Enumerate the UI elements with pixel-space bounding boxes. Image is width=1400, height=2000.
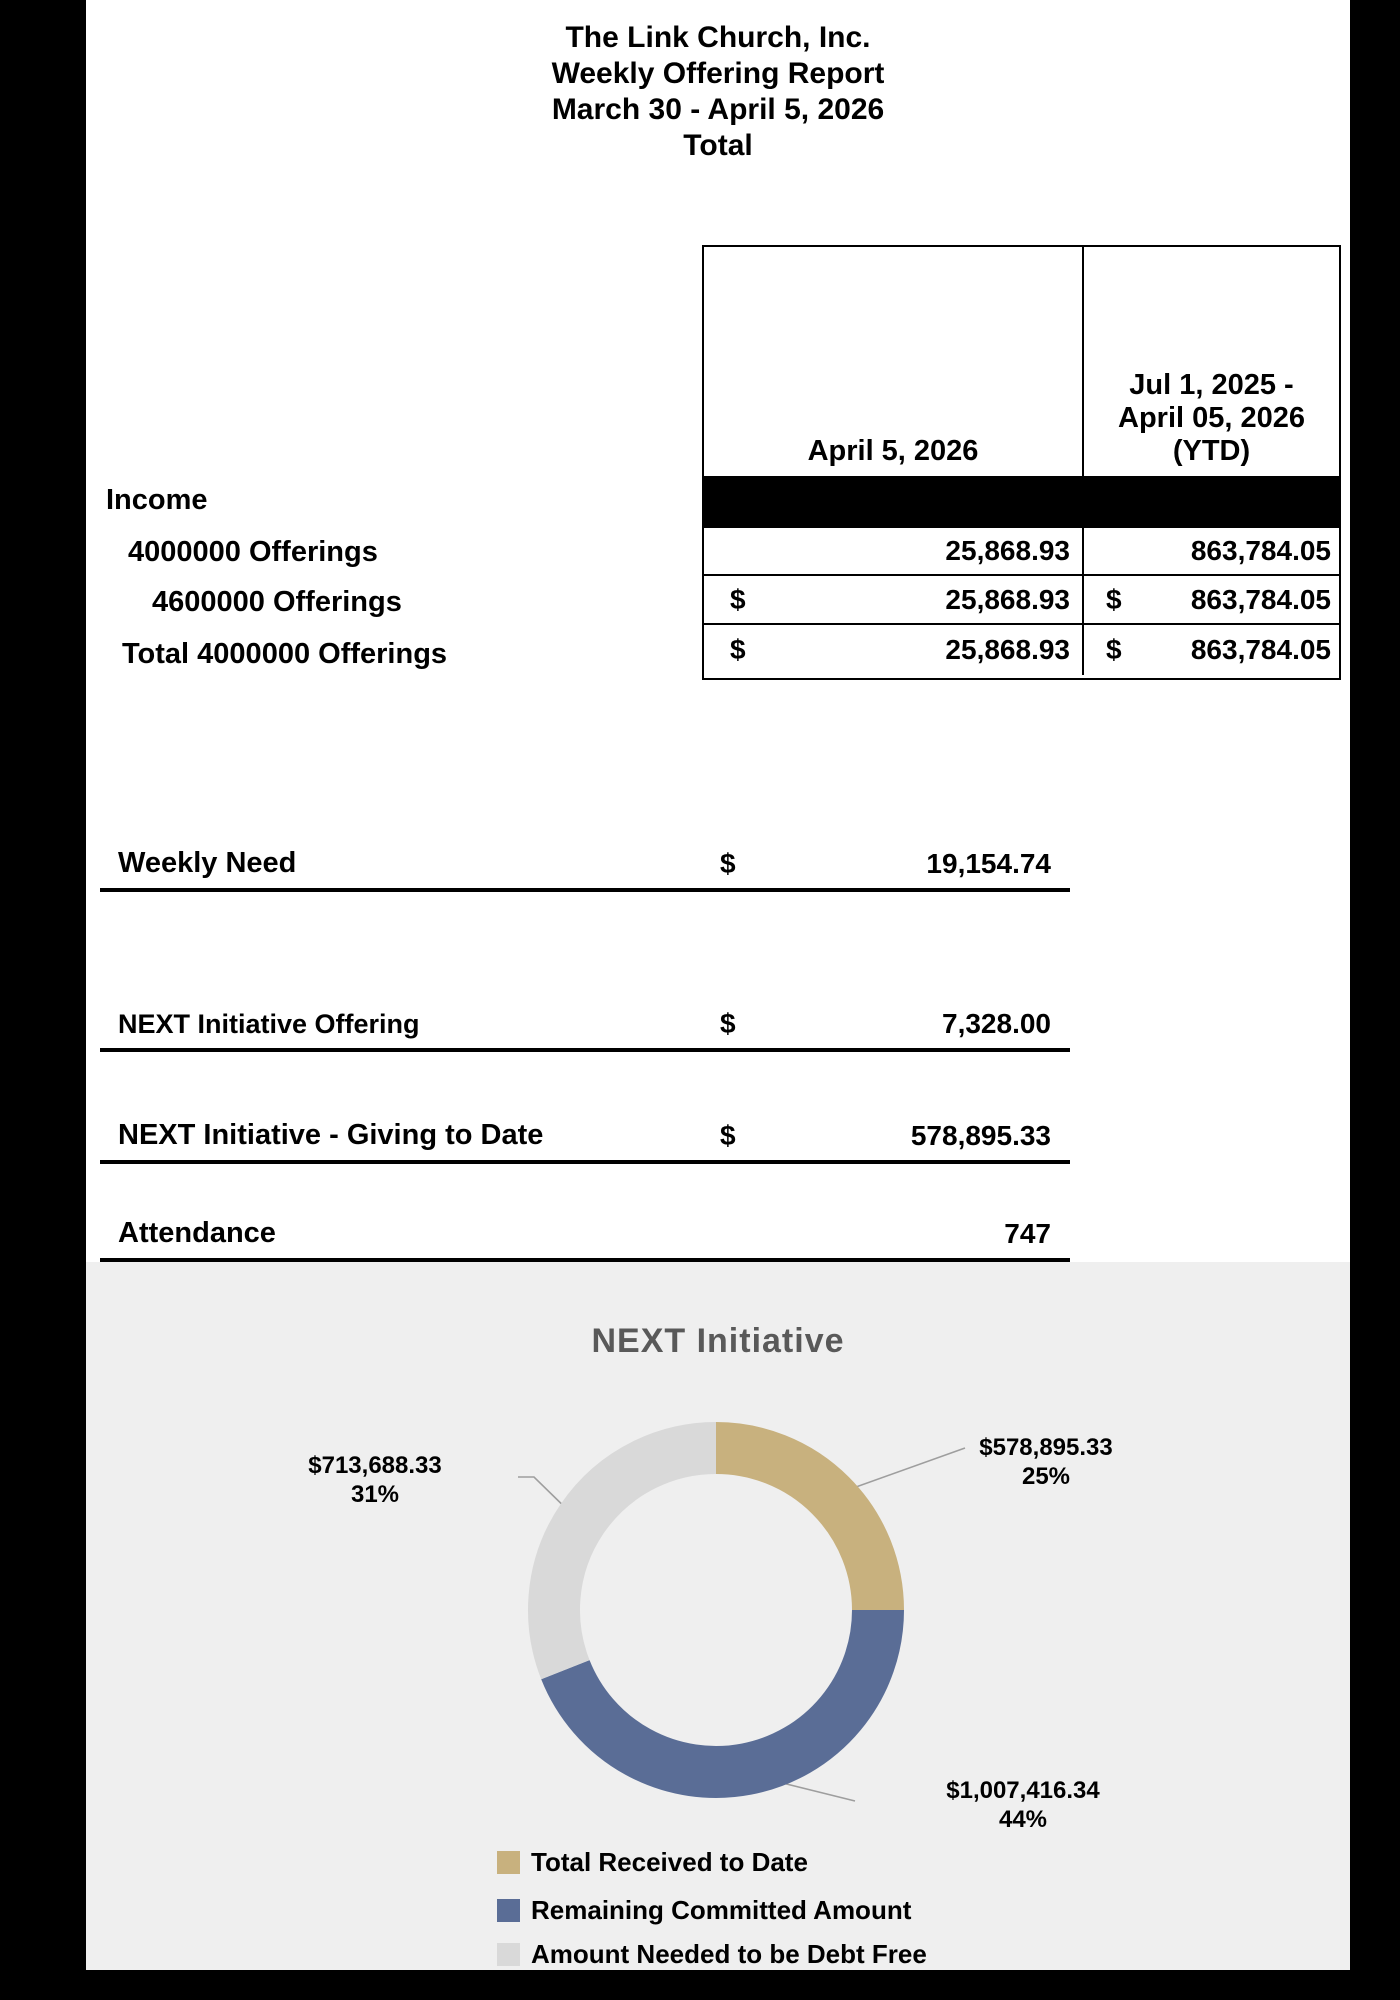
row-label-total-4000000-offerings: Total 4000000 Offerings — [122, 638, 448, 670]
legend-item-remaining-committed: Remaining Committed Amount — [497, 1895, 911, 1926]
ytd-cell: 863,784.05 — [1084, 528, 1339, 574]
legend-swatch — [497, 1943, 520, 1966]
report-name: Weekly Offering Report — [551, 57, 885, 90]
next-initiative-offering-value: 7,328.00 — [942, 1008, 1051, 1039]
report-sheet: The Link Church, Inc. Weekly Offering Re… — [86, 0, 1350, 1970]
ytd-amount: 863,784.05 — [1190, 634, 1331, 665]
ytd-header-line-3: (YTD) — [1172, 435, 1251, 467]
column-header-ytd: Jul 1, 2025 - April 05, 2026 (YTD) — [1084, 247, 1339, 476]
week-amount: 25,868.93 — [945, 535, 1070, 566]
donut-slice — [541, 1609, 904, 1798]
callout-debt-free: $713,688.33 31% — [255, 1451, 495, 1509]
row-label-4600000-offerings: 4600000 Offerings — [152, 586, 402, 618]
ytd-cell: $ 863,784.05 — [1084, 625, 1339, 675]
currency-symbol: $ — [720, 1120, 736, 1151]
report-scope: Total — [683, 129, 753, 162]
attendance-value: 747 — [1004, 1218, 1051, 1249]
weekly-need-label: Weekly Need — [118, 847, 297, 879]
ytd-amount: 863,784.05 — [1190, 535, 1331, 566]
report-title-block: The Link Church, Inc. Weekly Offering Re… — [86, 20, 1350, 164]
ytd-header-line-2: April 05, 2026 — [1118, 402, 1305, 434]
callout-total-received: $578,895.33 25% — [926, 1433, 1166, 1491]
currency-symbol: $ — [1106, 634, 1122, 665]
next-initiative-giving-value: 578,895.33 — [910, 1120, 1051, 1151]
week-cell: $ 25,868.93 — [704, 576, 1084, 623]
week-amount: 25,868.93 — [945, 634, 1070, 665]
column-header-week: April 5, 2026 — [704, 247, 1084, 476]
legend-label: Amount Needed to be Debt Free — [531, 1939, 927, 1969]
next-initiative-chart-panel: NEXT Initiative $578,895.33 25% $1,007,4… — [86, 1262, 1350, 1970]
chart-title: NEXT Initiative — [591, 1322, 845, 1360]
table-header-row: April 5, 2026 Jul 1, 2025 - April 05, 20… — [704, 247, 1339, 476]
legend-item-total-received: Total Received to Date — [497, 1847, 808, 1878]
next-initiative-offering-label: NEXT Initiative Offering — [118, 1009, 420, 1039]
offerings-table: April 5, 2026 Jul 1, 2025 - April 05, 20… — [702, 245, 1341, 680]
donut-chart — [518, 1422, 966, 1802]
weekly-need-value: 19,154.74 — [926, 848, 1051, 879]
income-section-label: Income — [106, 484, 208, 516]
weekly-need-row: Weekly Need $ 19,154.74 — [100, 845, 1070, 892]
table-row: $ 25,868.93 $ 863,784.05 — [704, 574, 1339, 623]
callout-percent: 31% — [350, 1481, 400, 1508]
callout-percent: 25% — [1021, 1463, 1071, 1490]
callout-remaining-committed: $1,007,416.34 44% — [883, 1776, 1163, 1834]
next-initiative-giving-row: NEXT Initiative - Giving to Date $ 578,8… — [100, 1118, 1070, 1164]
next-initiative-offering-row: NEXT Initiative Offering $ 7,328.00 — [100, 1002, 1070, 1052]
row-label-4000000-offerings: 4000000 Offerings — [128, 536, 378, 568]
attendance-row: Attendance 747 — [100, 1212, 1070, 1262]
donut-slice — [528, 1422, 717, 1680]
currency-symbol: $ — [720, 848, 736, 879]
legend-swatch — [497, 1899, 520, 1922]
currency-symbol: $ — [720, 1008, 736, 1039]
week-amount: 25,868.93 — [945, 583, 1070, 615]
week-cell: $ 25,868.93 — [704, 625, 1084, 675]
table-row: 25,868.93 863,784.05 — [704, 528, 1339, 574]
org-name: The Link Church, Inc. — [565, 21, 871, 54]
table-row: $ 25,868.93 $ 863,784.05 — [704, 623, 1339, 675]
callout-amount: $1,007,416.34 — [946, 1777, 1100, 1804]
report-date-range: March 30 - April 5, 2026 — [551, 93, 885, 126]
legend-label: Remaining Committed Amount — [531, 1895, 912, 1925]
callout-amount: $713,688.33 — [308, 1452, 442, 1479]
week-cell: 25,868.93 — [704, 528, 1084, 574]
legend-item-debt-free: Amount Needed to be Debt Free — [497, 1939, 927, 1970]
ytd-header-line-1: Jul 1, 2025 - — [1129, 369, 1294, 401]
currency-symbol: $ — [730, 583, 746, 615]
currency-symbol: $ — [1106, 583, 1122, 615]
ytd-cell: $ 863,784.05 — [1084, 576, 1339, 623]
callout-amount: $578,895.33 — [979, 1434, 1113, 1461]
legend-swatch — [497, 1851, 520, 1874]
income-section-divider-bar — [704, 476, 1339, 528]
currency-symbol: $ — [730, 634, 746, 665]
ytd-amount: 863,784.05 — [1190, 583, 1331, 615]
donut-slice — [715, 1422, 904, 1611]
callout-percent: 44% — [998, 1806, 1048, 1833]
legend-label: Total Received to Date — [531, 1847, 808, 1877]
attendance-label: Attendance — [118, 1217, 276, 1249]
next-initiative-giving-label: NEXT Initiative - Giving to Date — [118, 1119, 544, 1151]
